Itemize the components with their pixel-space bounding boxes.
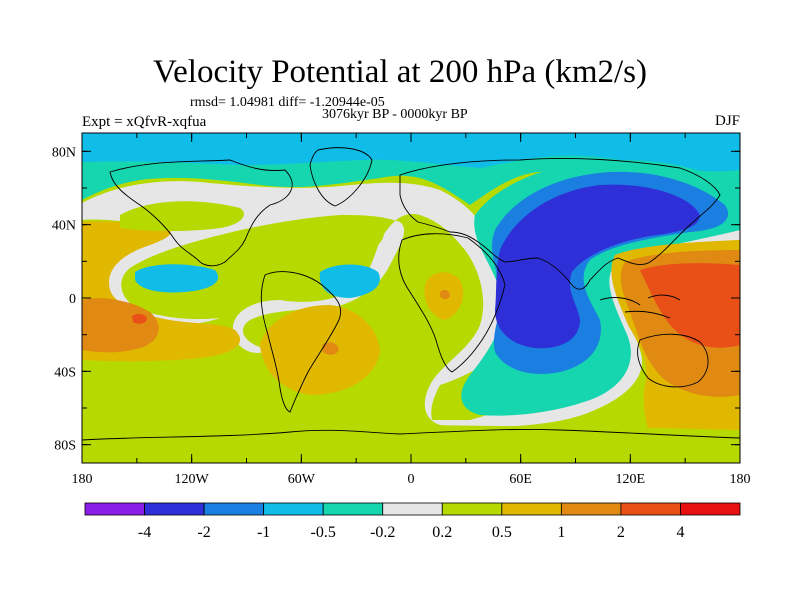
field-pacific-pos-mid <box>82 298 159 353</box>
field-asia-neg-strong <box>495 184 700 349</box>
lat-tick-label: 40N <box>52 219 76 234</box>
colorbar: -4 -2 -1 -0.5 -0.2 0.2 0.5 1 2 4 <box>84 502 741 541</box>
lon-tick-label: 0 <box>408 472 415 487</box>
field-wpacific-pos-strong <box>640 263 740 348</box>
coast-greenland <box>309 147 373 207</box>
colorbar-label: -2 <box>197 524 210 541</box>
field-atlantic-pos-faint <box>300 219 384 255</box>
lon-tick-label: 180 <box>72 472 93 487</box>
coast-north-america <box>109 159 293 267</box>
colorbar-swatch <box>441 502 503 516</box>
field-pacific-neg-weak <box>135 264 219 293</box>
colorbar-label: 0.5 <box>492 524 512 541</box>
lon-tick-label: 60E <box>509 472 532 487</box>
map-axes: 180 120W 60W 0 60E 120E 180 80N 40N 0 40S 80S <box>52 133 751 487</box>
colorbar-swatch <box>501 502 562 516</box>
stats-label: rmsd= 1.04981 diff= -1.20944e-05 <box>190 95 385 110</box>
colorbar-label: -4 <box>138 524 151 541</box>
colorbar-swatch <box>382 502 443 516</box>
lon-tick-label: 60W <box>288 472 316 487</box>
coast-australia <box>637 333 709 388</box>
colorbar-swatch <box>560 502 622 516</box>
lat-tick-label: 40S <box>54 365 76 380</box>
field-atlantic-neg-weak <box>319 264 380 298</box>
colorbar-label: -1 <box>257 524 270 541</box>
coast-south-america <box>260 271 342 413</box>
experiment-label: Expt = xQfvR-xqfua <box>82 114 207 130</box>
colorbar-swatch <box>84 502 145 516</box>
field-arctic-neg-weak <box>82 133 740 172</box>
colorbar-swatch <box>263 502 324 516</box>
coast-antarctica <box>82 429 740 441</box>
season-label: DJF <box>714 113 740 129</box>
lon-tick-label: 180 <box>730 472 751 487</box>
colorbar-swatch <box>144 502 205 516</box>
colorbar-label: 0.2 <box>432 524 452 541</box>
colorbar-label: -0.5 <box>311 524 336 541</box>
field-samerica-pos-weak <box>260 305 380 395</box>
colorbar-swatch <box>680 502 741 516</box>
field-pacific-pos-strong <box>132 313 147 324</box>
field-namerica-pos-faint <box>120 201 244 231</box>
period-label: 3076kyr BP - 0000kyr BP <box>322 107 468 122</box>
coast-indonesia <box>599 294 681 319</box>
colorbar-label: 2 <box>617 524 625 541</box>
lat-tick-label: 0 <box>69 292 76 307</box>
plot-title: Velocity Potential at 200 hPa (km2/s) <box>152 54 648 90</box>
lon-tick-label: 120E <box>616 472 646 487</box>
colorbar-label: 1 <box>557 524 565 541</box>
lon-tick-label: 120W <box>175 472 210 487</box>
coastlines <box>82 147 740 441</box>
colorbar-swatch <box>322 502 384 516</box>
lat-tick-label: 80N <box>52 145 76 160</box>
coast-europe-asia <box>399 158 721 290</box>
field-layer <box>82 133 740 463</box>
lat-tick-label: 80S <box>54 439 76 454</box>
field-africa-pos-mid <box>440 289 450 299</box>
coast-africa <box>398 233 506 373</box>
field-samerica-pos-mid <box>322 342 339 355</box>
colorbar-swatch <box>203 502 265 516</box>
colorbar-label: 4 <box>676 524 684 541</box>
colorbar-label: -0.2 <box>370 524 395 541</box>
colorbar-swatch <box>620 502 681 516</box>
